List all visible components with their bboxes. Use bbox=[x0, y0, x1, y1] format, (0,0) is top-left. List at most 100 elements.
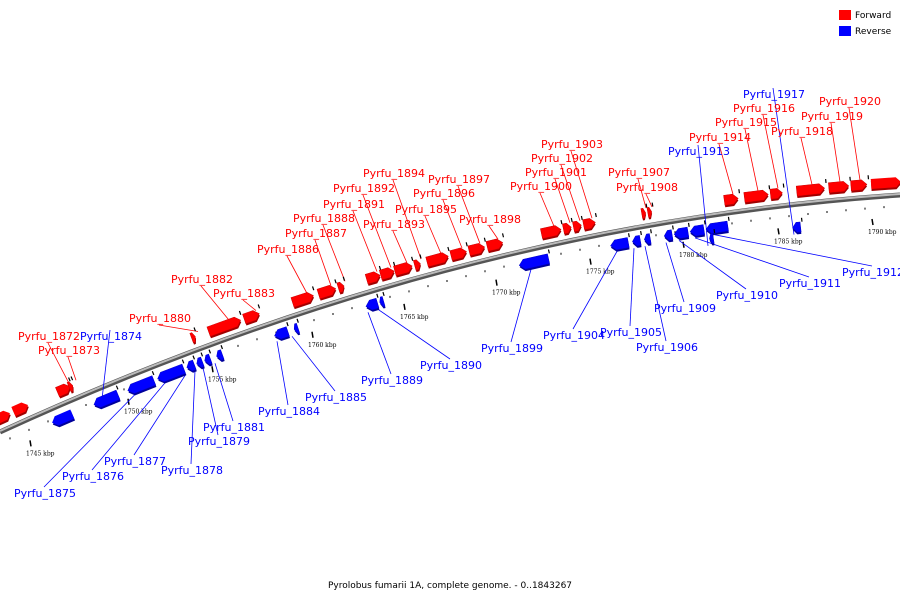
gene-arrow[interactable] bbox=[582, 217, 597, 230]
gene-arrow[interactable] bbox=[723, 193, 739, 206]
gene-arrow[interactable] bbox=[518, 253, 550, 270]
gene-arrow[interactable] bbox=[562, 222, 572, 235]
gene-arrow[interactable] bbox=[316, 284, 337, 300]
gene-label[interactable]: Pyrfu_1901 bbox=[525, 166, 587, 179]
gene-pyrfu-1912[interactable] bbox=[705, 216, 731, 236]
gene-label[interactable]: Pyrfu_1911 bbox=[779, 277, 841, 290]
gene-label[interactable]: Pyrfu_1893 bbox=[363, 218, 425, 231]
gene-label[interactable]: Pyrfu_1920 bbox=[819, 95, 881, 108]
gene-pyrfu-1913[interactable] bbox=[708, 229, 716, 246]
gene-label[interactable]: Pyrfu_1879 bbox=[188, 435, 250, 448]
gene-label[interactable]: Pyrfu_1872 bbox=[18, 330, 80, 343]
gene-pyrfu-1883[interactable] bbox=[241, 304, 263, 326]
gene-label[interactable]: Pyrfu_1873 bbox=[38, 344, 100, 357]
gene-arrow[interactable] bbox=[273, 326, 290, 341]
gene-arrow[interactable] bbox=[709, 233, 715, 244]
gene-arrow[interactable] bbox=[795, 183, 825, 197]
gene-arrow[interactable] bbox=[769, 188, 783, 200]
gene-label[interactable]: Pyrfu_1906 bbox=[636, 341, 698, 354]
gene-arrow[interactable] bbox=[705, 220, 729, 234]
gene-pyrfu-1879[interactable] bbox=[202, 349, 215, 368]
gene-arrow[interactable] bbox=[632, 235, 642, 247]
gene-label[interactable]: Pyrfu_1892 bbox=[333, 182, 395, 195]
gene-label[interactable]: Pyrfu_1881 bbox=[203, 421, 265, 434]
gene-pyrfu-1877[interactable] bbox=[184, 355, 199, 375]
gene-pyrfu-1873[interactable] bbox=[66, 376, 78, 394]
gene-label[interactable]: Pyrfu_1876 bbox=[62, 470, 124, 483]
gene-arrow[interactable] bbox=[92, 389, 121, 409]
gene-label[interactable]: Pyrfu_1917 bbox=[743, 88, 805, 101]
gene-arrow[interactable] bbox=[215, 349, 225, 361]
gene-label[interactable]: Pyrfu_1903 bbox=[541, 138, 603, 151]
gene-label[interactable]: Pyrfu_1919 bbox=[801, 110, 863, 123]
gene-arrow[interactable] bbox=[242, 309, 261, 324]
gene-pyrfu-1874[interactable] bbox=[91, 385, 123, 412]
gene-arrow[interactable] bbox=[185, 359, 197, 372]
gene-label[interactable]: Pyrfu_1894 bbox=[363, 167, 425, 180]
gene-label[interactable]: Pyrfu_1908 bbox=[616, 181, 678, 194]
gene-arrow[interactable] bbox=[673, 226, 690, 239]
gene-pyrfu-1872[interactable] bbox=[54, 377, 75, 399]
gene-label[interactable]: Pyrfu_1918 bbox=[771, 125, 833, 138]
gene-pyrfu-1905[interactable] bbox=[631, 230, 644, 249]
gene-label[interactable]: Pyrfu_1883 bbox=[213, 287, 275, 300]
gene-pyrfu-1891[interactable] bbox=[364, 265, 384, 286]
gene-label[interactable]: Pyrfu_1898 bbox=[459, 213, 521, 226]
gene-pyrfu-1892[interactable] bbox=[378, 261, 398, 282]
gene-label[interactable]: Pyrfu_1914 bbox=[689, 131, 751, 144]
gene-label[interactable]: Pyrfu_1907 bbox=[608, 166, 670, 179]
gene-pyrfu-1885[interactable] bbox=[291, 318, 302, 336]
gene-label[interactable]: Pyrfu_1905 bbox=[600, 326, 662, 339]
gene-label[interactable]: Pyrfu_1887 bbox=[285, 227, 347, 240]
gene-label[interactable]: Pyrfu_1896 bbox=[413, 187, 475, 200]
gene-pyrfu-1902[interactable] bbox=[572, 215, 585, 234]
gene-label[interactable]: Pyrfu_1895 bbox=[395, 203, 457, 216]
gene-arrow[interactable] bbox=[610, 237, 630, 251]
gene-arrow[interactable] bbox=[336, 281, 346, 293]
gene-arrow[interactable] bbox=[203, 353, 213, 365]
gene-label[interactable]: Pyrfu_1899 bbox=[481, 342, 543, 355]
gene-arrow[interactable] bbox=[828, 181, 850, 194]
gene-pyrfu-1886[interactable] bbox=[290, 286, 318, 310]
gene-arrow[interactable] bbox=[365, 297, 380, 311]
gene-pyrfu-1910[interactable] bbox=[673, 222, 691, 241]
gene-label[interactable]: Pyrfu_1915 bbox=[715, 116, 777, 129]
gene-arrow[interactable] bbox=[540, 225, 562, 239]
gene-label[interactable]: Pyrfu_1916 bbox=[733, 102, 795, 115]
gene-arrow[interactable] bbox=[572, 220, 582, 232]
gene-label[interactable]: Pyrfu_1884 bbox=[258, 405, 320, 418]
gene-pyrfu-1890[interactable] bbox=[377, 291, 387, 309]
gene-pyrfu-1915[interactable] bbox=[743, 185, 771, 205]
gene-pyrfu-1919[interactable] bbox=[828, 176, 851, 195]
gene-arrow[interactable] bbox=[449, 247, 468, 261]
gene-arrow[interactable] bbox=[364, 270, 381, 285]
gene-label[interactable]: Pyrfu_1902 bbox=[531, 152, 593, 165]
gene-label[interactable]: Pyrfu_1882 bbox=[171, 273, 233, 286]
gene-label[interactable]: Pyrfu_1891 bbox=[323, 198, 385, 211]
gene-arrow[interactable] bbox=[156, 363, 186, 383]
gene-label[interactable]: Pyrfu_1897 bbox=[428, 173, 490, 186]
gene-arrow[interactable] bbox=[485, 238, 504, 252]
gene-arrow[interactable] bbox=[663, 229, 674, 241]
gene-pyrfu-1876[interactable] bbox=[154, 359, 188, 386]
gene-pyrfu-1908[interactable] bbox=[646, 202, 655, 220]
gene-label[interactable]: Pyrfu_1878 bbox=[161, 464, 223, 477]
gene-arrow[interactable] bbox=[189, 332, 197, 344]
gene-arrow[interactable] bbox=[378, 296, 386, 307]
gene-arrow[interactable] bbox=[643, 233, 652, 245]
gene-pyrfu-1918[interactable] bbox=[795, 178, 828, 199]
gene-label[interactable]: Pyrfu_1904 bbox=[543, 329, 605, 342]
gene-arrow[interactable] bbox=[126, 375, 157, 396]
gene-arrow[interactable] bbox=[640, 208, 647, 219]
gene-pyrfu-1878[interactable] bbox=[194, 352, 207, 371]
gene-arrow[interactable] bbox=[66, 381, 75, 393]
gene-pyrfu-1907[interactable] bbox=[640, 203, 649, 221]
gene-pyrfu-1920[interactable] bbox=[850, 175, 870, 193]
gene-pyrfu-1900[interactable] bbox=[540, 220, 565, 241]
gene-pyrfu-1880[interactable] bbox=[188, 327, 199, 345]
gene-pyrfu-1898[interactable] bbox=[485, 233, 506, 254]
gene-arrow[interactable] bbox=[792, 221, 802, 233]
gene-pyrfu-1884[interactable] bbox=[272, 322, 292, 342]
gene-label[interactable]: Pyrfu_1889 bbox=[361, 374, 423, 387]
gene-pyrfu-1917[interactable] bbox=[792, 217, 804, 235]
